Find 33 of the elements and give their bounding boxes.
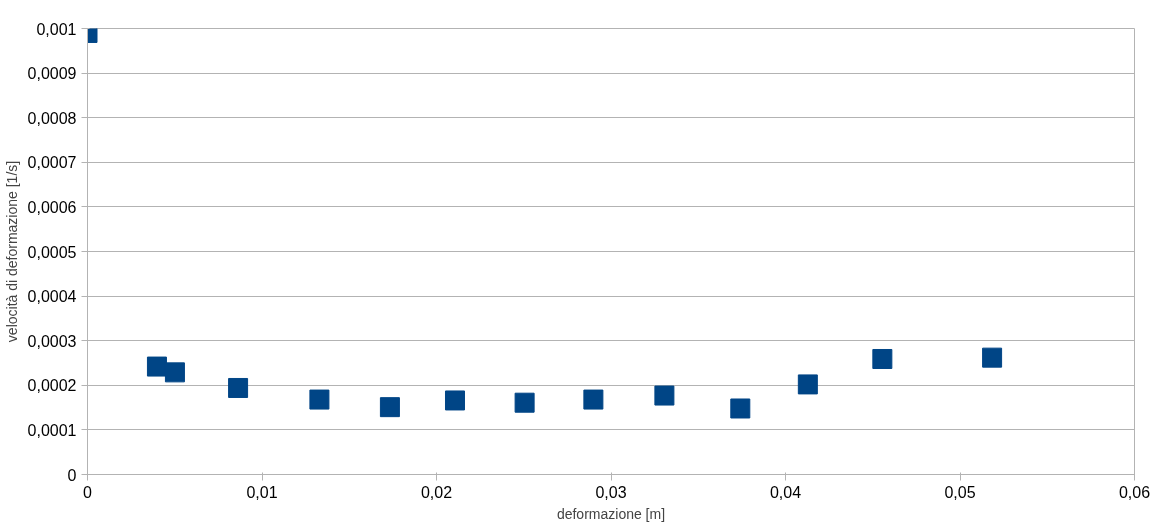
point [872,348,893,369]
point [379,397,400,418]
point [730,398,751,419]
y-tick-label: 0,0006 [27,198,77,216]
point [146,356,167,377]
y-tick-label: 0,0004 [27,288,77,306]
y-tick-label: 0,0009 [27,65,77,83]
point [797,374,818,395]
x-tick-label: 0,03 [595,483,627,501]
point [583,389,604,410]
x-tick-label: 0 [83,483,93,501]
y-tick-label: 0,0008 [27,109,77,127]
point [982,347,1003,368]
y-axis-title: velocità di deformazione [1/s] [3,160,20,343]
point [309,389,330,410]
x-tick-label: 0,01 [246,483,278,501]
point [514,392,535,413]
x-tick-label: 0,05 [944,483,976,501]
y-tick-label: 0,0001 [27,421,77,439]
x-tick-label: 0,06 [1118,483,1151,501]
x-tick-label: 0,02 [420,483,453,501]
y-tick-label: 0 [67,466,77,484]
point [654,385,675,406]
y-tick-label: 0,001 [36,20,77,38]
point [164,362,185,383]
x-tick-label: 0,04 [769,483,802,501]
x-axis-title: deformazione [m] [556,505,666,522]
y-tick-label: 0,0003 [27,332,77,350]
y-tick-label: 0,0007 [27,154,77,172]
y-tick-label: 0,0005 [27,243,77,261]
y-tick-label: 0,0002 [27,377,77,395]
point [445,390,465,411]
point [228,377,249,398]
